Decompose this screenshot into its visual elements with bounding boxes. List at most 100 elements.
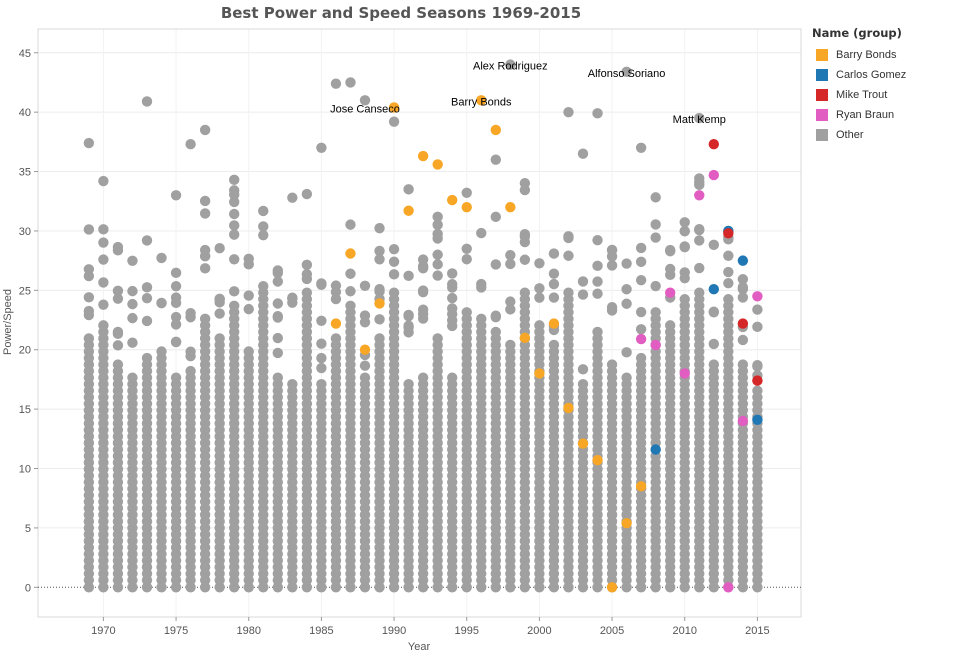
point-barry-bonds xyxy=(330,318,342,329)
other-season-point xyxy=(403,378,414,390)
other-season-point xyxy=(490,211,501,223)
other-season-point xyxy=(229,229,240,240)
other-season-point xyxy=(98,237,109,248)
other-season-point xyxy=(127,372,138,383)
other-season-point xyxy=(650,307,661,318)
other-season-point xyxy=(752,582,763,593)
y-axis-ticks: 0 5 10 15 20 25 30 35 40 45 xyxy=(19,48,38,594)
other-season-point xyxy=(606,260,618,271)
other-season-point xyxy=(316,352,327,364)
point-other xyxy=(98,175,109,187)
other-season-point xyxy=(374,222,385,234)
other-season-point xyxy=(694,224,705,236)
point-carlos-gomez xyxy=(737,255,749,266)
other-season-point xyxy=(752,304,763,315)
other-season-point xyxy=(345,286,356,297)
other-season-point xyxy=(417,582,429,593)
other-season-point xyxy=(243,582,254,593)
other-season-point xyxy=(345,268,356,279)
point-other xyxy=(563,106,574,118)
other-season-point xyxy=(170,319,182,330)
x-tick-label: 2010 xyxy=(672,625,696,637)
chart-title: Best Power and Speed Seasons 1969-2015 xyxy=(221,4,581,22)
legend-swatch xyxy=(816,69,828,81)
other-season-point xyxy=(563,582,574,593)
other-season-point xyxy=(723,250,734,261)
other-season-point xyxy=(214,243,225,254)
other-season-point xyxy=(229,582,240,593)
other-season-point xyxy=(694,235,705,246)
other-season-point xyxy=(577,289,589,300)
x-tick-label: 1975 xyxy=(164,625,188,637)
other-season-point xyxy=(156,346,167,357)
other-season-point xyxy=(606,244,618,256)
other-season-point xyxy=(170,582,182,593)
other-season-point xyxy=(417,263,429,274)
other-season-point xyxy=(592,288,603,299)
other-season-point xyxy=(141,352,153,364)
other-season-point xyxy=(287,582,298,593)
other-season-point xyxy=(461,187,472,198)
other-season-point xyxy=(490,259,501,270)
other-season-point xyxy=(752,321,763,333)
other-season-point xyxy=(650,219,661,230)
other-season-point xyxy=(447,292,458,304)
other-season-point xyxy=(98,299,109,310)
other-season-point xyxy=(374,254,385,265)
point-other xyxy=(403,184,414,195)
other-season-point xyxy=(301,287,313,298)
other-season-point xyxy=(185,351,196,362)
other-season-point xyxy=(476,582,487,593)
legend-item-barry-bonds[interactable]: Barry Bonds xyxy=(812,45,952,65)
other-season-point xyxy=(199,263,211,274)
point-other xyxy=(330,78,342,89)
other-season-point xyxy=(272,347,283,359)
legend-item-carlos-gomez[interactable]: Carlos Gomez xyxy=(812,65,952,85)
other-season-point xyxy=(621,258,632,269)
other-season-point xyxy=(505,249,516,261)
point-other xyxy=(316,142,327,153)
other-season-point xyxy=(519,229,531,240)
x-tick-label: 1985 xyxy=(309,625,333,637)
y-tick-label: 45 xyxy=(19,48,31,60)
legend-label: Other xyxy=(836,129,864,141)
other-season-point xyxy=(229,286,240,297)
other-season-point xyxy=(199,195,211,207)
other-season-point xyxy=(98,224,109,235)
other-season-point xyxy=(432,270,443,281)
other-season-point xyxy=(301,582,313,593)
legend-item-mike-trout[interactable]: Mike Trout xyxy=(812,85,952,105)
other-season-point xyxy=(650,582,661,593)
point-other xyxy=(359,95,371,106)
other-seasons-cloud xyxy=(83,173,763,593)
point-other xyxy=(592,108,603,119)
other-season-point xyxy=(83,224,95,235)
other-season-point xyxy=(694,262,705,274)
other-season-point xyxy=(214,293,225,304)
point-barry-bonds xyxy=(548,318,560,329)
point-barry-bonds xyxy=(447,194,458,206)
other-season-point xyxy=(388,256,400,267)
other-season-point xyxy=(112,340,124,351)
other-season-point xyxy=(694,287,705,298)
other-season-point xyxy=(170,311,182,323)
other-season-point xyxy=(316,362,327,374)
other-season-point xyxy=(214,308,225,319)
other-season-point xyxy=(665,320,676,331)
other-season-point xyxy=(316,338,327,349)
point-barry-bonds xyxy=(563,402,574,414)
legend-item-other[interactable]: Other xyxy=(812,125,952,145)
other-season-point xyxy=(141,235,153,246)
other-season-point xyxy=(461,307,472,318)
y-tick-label: 35 xyxy=(19,167,31,179)
other-season-point xyxy=(272,582,283,593)
other-season-point xyxy=(505,304,516,315)
other-season-point xyxy=(737,334,749,346)
x-tick-label: 2000 xyxy=(527,625,551,637)
other-season-point xyxy=(752,385,763,396)
other-season-point xyxy=(170,292,182,303)
y-tick-label: 5 xyxy=(25,523,31,535)
other-season-point xyxy=(621,298,632,309)
legend-item-ryan-braun[interactable]: Ryan Braun xyxy=(812,105,952,125)
